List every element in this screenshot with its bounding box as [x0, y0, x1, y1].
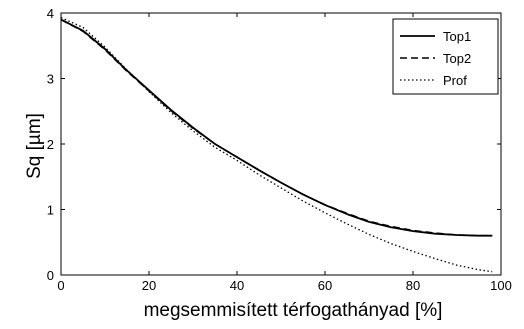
legend: Top1 Top2 Prof [392, 18, 499, 95]
axis-tick-labels: 0 20 40 60 80 100 0 1 2 3 4 [47, 6, 512, 293]
plot-lines [60, 17, 493, 273]
legend-label: Top1 [443, 29, 471, 44]
series-line-prof [60, 17, 493, 273]
x-tick-label: 40 [230, 278, 244, 293]
x-tick-label: 100 [490, 278, 512, 293]
y-tick-label: 2 [47, 137, 54, 152]
legend-label: Prof [443, 73, 467, 88]
legend-label: Top2 [443, 51, 471, 66]
axis-ticks [60, 12, 502, 276]
y-tick-label: 0 [47, 268, 54, 283]
y-tick-label: 1 [47, 203, 54, 218]
y-tick-label: 4 [47, 6, 54, 21]
x-axis-label: megsemmisített térfogathányad [%] [144, 300, 443, 321]
x-tick-label: 0 [57, 278, 64, 293]
x-tick-label: 20 [142, 278, 156, 293]
y-tick-label: 3 [47, 72, 54, 87]
legend-box [392, 18, 499, 95]
x-tick-label: 60 [318, 278, 332, 293]
x-tick-label: 80 [406, 278, 420, 293]
y-axis-label: Sq [µm] [24, 113, 45, 179]
